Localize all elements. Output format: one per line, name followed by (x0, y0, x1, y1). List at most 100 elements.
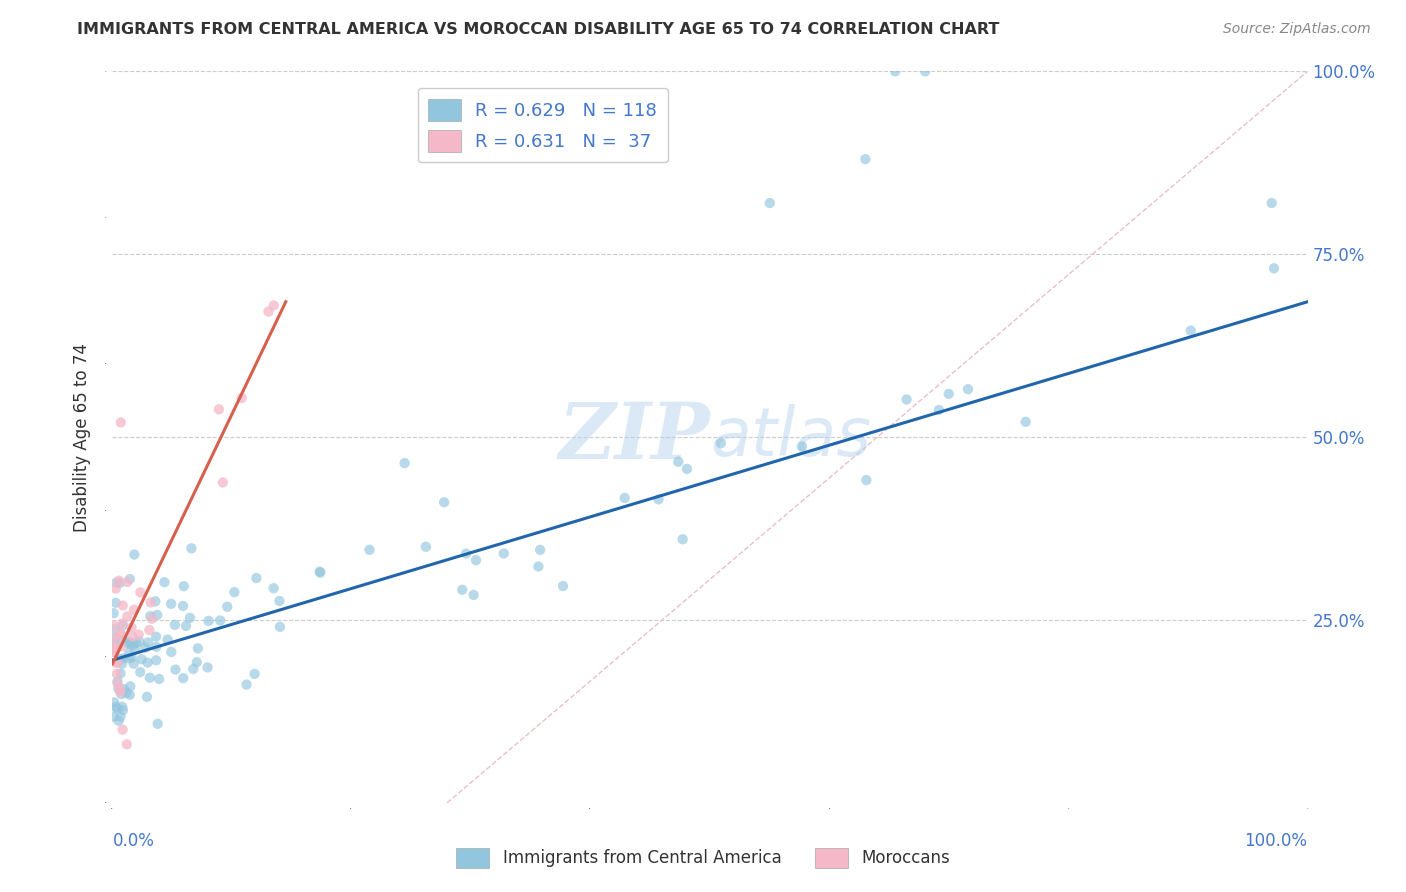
Point (415, 540, 437, 554)
Point (103, 640, 125, 654)
Point (957, 382, 980, 396)
Point (160, 645, 183, 659)
Point (104, 631, 127, 645)
Point (136, 635, 159, 649)
Point (181, 662, 204, 676)
Point (938, 387, 960, 401)
Point (110, 666, 132, 681)
Point (672, 533, 695, 547)
Point (120, 635, 142, 649)
Point (110, 687, 132, 701)
Point (105, 701, 128, 715)
Point (529, 542, 551, 557)
Point (103, 695, 125, 709)
Point (110, 626, 132, 640)
Point (257, 304, 280, 318)
Point (103, 640, 125, 655)
Point (110, 627, 132, 641)
Legend: R = 0.629   N = 118, R = 0.631   N =  37: R = 0.629 N = 118, R = 0.631 N = 37 (418, 87, 668, 162)
Point (115, 737, 138, 751)
Point (463, 588, 485, 602)
Point (456, 547, 478, 561)
Point (125, 636, 148, 650)
Point (209, 614, 232, 628)
Point (790, 439, 813, 453)
Point (855, 473, 877, 487)
Point (120, 637, 142, 651)
Point (104, 640, 127, 655)
Point (107, 574, 129, 588)
Point (309, 566, 332, 580)
Point (121, 620, 143, 634)
Point (112, 681, 135, 696)
Point (231, 391, 253, 405)
Point (359, 542, 381, 557)
Point (243, 667, 266, 681)
Point (115, 686, 138, 700)
Point (111, 657, 134, 671)
Point (145, 630, 167, 644)
Point (394, 456, 416, 470)
Point (173, 579, 195, 593)
Point (103, 645, 125, 659)
Point (129, 585, 152, 599)
Point (111, 699, 134, 714)
Point (118, 651, 141, 665)
Point (129, 665, 152, 679)
Point (111, 599, 134, 613)
Point (122, 603, 145, 617)
Point (914, 64, 936, 78)
Point (110, 640, 132, 654)
Point (107, 714, 129, 728)
Point (163, 617, 186, 632)
Point (104, 639, 127, 653)
Point (676, 462, 699, 476)
Point (197, 660, 219, 674)
Point (1261, 196, 1284, 211)
Point (103, 606, 125, 620)
Point (197, 614, 219, 628)
Point (103, 645, 125, 659)
Point (104, 582, 127, 596)
Point (104, 632, 127, 646)
Text: 100.0%: 100.0% (1244, 832, 1308, 850)
Point (172, 599, 194, 613)
Point (105, 656, 128, 670)
Text: IMMIGRANTS FROM CENTRAL AMERICA VS MOROCCAN DISABILITY AGE 65 TO 74 CORRELATION : IMMIGRANTS FROM CENTRAL AMERICA VS MOROC… (77, 22, 1000, 37)
Point (896, 392, 918, 407)
Point (145, 640, 167, 654)
Point (122, 638, 145, 652)
Point (108, 576, 131, 591)
Point (131, 652, 153, 666)
Point (855, 152, 877, 166)
Point (118, 688, 141, 702)
Point (111, 723, 134, 737)
Point (1180, 324, 1202, 338)
Point (138, 623, 160, 637)
Point (122, 657, 145, 671)
Point (263, 298, 285, 312)
Point (527, 559, 550, 574)
Point (104, 622, 127, 636)
Text: ZIP: ZIP (558, 399, 710, 475)
Point (117, 575, 139, 590)
Y-axis label: Disability Age 65 to 74: Disability Age 65 to 74 (73, 343, 91, 532)
Point (111, 616, 134, 631)
Point (105, 700, 128, 714)
Point (141, 612, 163, 626)
Point (759, 196, 782, 211)
Point (107, 677, 129, 691)
Point (105, 575, 128, 590)
Point (139, 671, 162, 685)
Point (245, 571, 267, 585)
Point (145, 653, 167, 667)
Point (179, 611, 201, 625)
Text: atlas: atlas (710, 404, 872, 470)
Point (104, 596, 127, 610)
Point (208, 402, 231, 417)
Point (160, 597, 183, 611)
Point (928, 403, 950, 417)
Point (165, 663, 187, 677)
Point (110, 709, 132, 723)
Point (666, 455, 689, 469)
